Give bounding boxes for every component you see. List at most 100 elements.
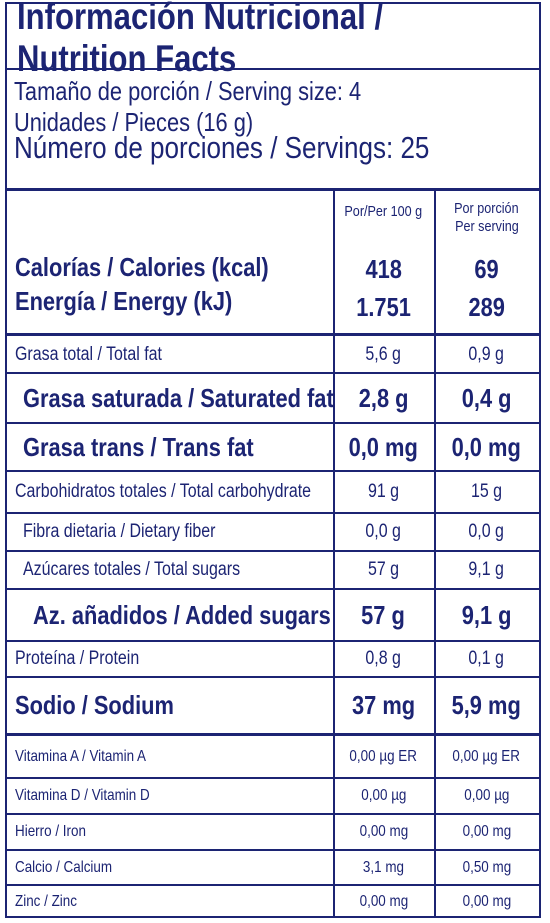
nutrient-value-text: 0,0 mg — [451, 431, 522, 462]
servings-text: Número de porciones / Servings: 25 — [14, 130, 430, 165]
nutrient-value-text: 5,6 g — [365, 343, 402, 365]
nutrient-label: Grasa saturada / Saturated fat — [23, 373, 393, 423]
nutrient-value-text: 9,1 g — [468, 559, 505, 580]
energy-value-text: 69 — [474, 253, 499, 284]
nutrient-label-text: Grasa trans / Trans fat — [23, 431, 254, 462]
nutrient-label-text: Proteína / Protein — [15, 648, 140, 669]
column-header: Por porción — [434, 199, 539, 217]
column-line — [333, 190, 335, 918]
nutrient-value-text: 57 g — [367, 559, 400, 580]
vitamin-value-text: 0,00 mg — [462, 892, 511, 910]
energy-label-text: Energía / Energy (kJ) — [15, 285, 233, 316]
title-text: Información Nutricional / Nutrition Fact… — [17, 0, 384, 79]
divider — [7, 813, 539, 815]
vitamin-label-text: Calcio / Calcium — [15, 858, 113, 876]
divider — [7, 640, 539, 642]
vitamin-value: 0,00 µg — [333, 778, 434, 814]
vitamin-value-text: 0,00 µg — [360, 787, 407, 804]
nutrient-value-text: 0,9 g — [468, 343, 505, 365]
nutrient-value: 15 g — [434, 471, 539, 513]
nutrient-label: Az. añadidos / Added sugars — [33, 589, 387, 641]
vitamin-label: Zinc / Zinc — [15, 885, 89, 918]
column-line — [434, 190, 436, 918]
nutrient-value: 91 g — [333, 471, 434, 513]
nutrient-label-text: Grasa total / Total fat — [15, 343, 162, 365]
vitamin-value: 0,50 mg — [434, 850, 539, 885]
nutrient-value-text: 0,1 g — [468, 648, 505, 669]
divider — [7, 733, 539, 736]
divider — [7, 512, 539, 514]
vitamin-value-text: 0,00 µg ER — [349, 748, 418, 765]
divider — [7, 188, 539, 191]
vitamin-value-text: 0,00 µg — [463, 787, 510, 804]
vitamin-value-text: 0,00 µg ER — [452, 748, 521, 765]
nutrient-value: 37 mg — [333, 677, 434, 733]
vitamin-value: 0,00 mg — [333, 885, 434, 918]
vitamin-value: 0,00 µg ER — [434, 736, 539, 778]
column-header-text: Per serving — [454, 217, 519, 235]
nutrient-value: 0,4 g — [434, 373, 539, 423]
nutrient-label-text: Azúcares totales / Total sugars — [23, 559, 241, 580]
vitamin-label-text: Hierro / Iron — [15, 823, 86, 840]
nutrient-label-text: Az. añadidos / Added sugars — [33, 599, 331, 630]
energy-value-text: 418 — [365, 253, 402, 284]
nutrient-value: 57 g — [333, 551, 434, 589]
divider — [7, 550, 539, 552]
nutrient-value: 0,0 mg — [434, 423, 539, 471]
nutrient-value: 0,8 g — [333, 641, 434, 677]
vitamin-value-text: 0,00 mg — [359, 892, 408, 910]
vitamin-value: 0,00 mg — [434, 885, 539, 918]
nutrient-label-text: Sodio / Sodium — [15, 689, 174, 720]
nutrient-value-text: 5,9 mg — [451, 689, 522, 720]
servings: Número de porciones / Servings: 25 — [14, 130, 509, 165]
serving-size: Tamaño de porción / Serving size: 4 Unid… — [14, 76, 539, 137]
energy-label-text: Calorías / Calories (kcal) — [15, 251, 269, 282]
nutrient-value-text: 0,4 g — [461, 382, 512, 413]
nutrient-value: 5,9 mg — [434, 677, 539, 733]
divider — [7, 849, 539, 851]
vitamin-value: 0,00 µg ER — [333, 736, 434, 778]
nutrient-value-text: 9,1 g — [461, 599, 512, 630]
serving-size-text: Tamaño de porción / Serving size: 4 Unid… — [14, 76, 362, 137]
nutrient-value: 0,0 mg — [333, 423, 434, 471]
column-header: Per serving — [434, 217, 539, 235]
divider — [7, 68, 539, 70]
vitamin-label: Vitamina A / Vitamin A — [15, 736, 171, 778]
nutrient-value: 9,1 g — [434, 589, 539, 641]
energy-value: 289 — [434, 292, 539, 322]
vitamin-value-text: 3,1 mg — [362, 858, 405, 876]
nutrient-value-text: 15 g — [470, 481, 503, 502]
nutrient-value: 2,8 g — [333, 373, 434, 423]
vitamin-value: 0,00 µg — [434, 778, 539, 814]
divider — [7, 470, 539, 472]
nutrient-label: Sodio / Sodium — [15, 677, 204, 733]
energy-value: 418 — [333, 254, 434, 284]
nutrient-value-text: 2,8 g — [358, 382, 409, 413]
nutrient-value: 0,0 g — [434, 513, 539, 551]
vitamin-label-text: Vitamina D / Vitamin D — [15, 787, 150, 804]
nutrient-value-text: 37 mg — [351, 689, 416, 720]
energy-label: Calorías / Calories (kcal) — [15, 252, 317, 282]
nutrient-label-text: Fibra dietaria / Dietary fiber — [23, 521, 216, 542]
nutrient-label: Grasa total / Total fat — [15, 336, 190, 373]
vitamin-label: Hierro / Iron — [15, 814, 99, 850]
nutrient-value: 0,0 g — [333, 513, 434, 551]
divider — [7, 588, 539, 590]
nutrient-label: Grasa trans / Trans fat — [23, 423, 298, 471]
divider — [7, 777, 539, 779]
vitamin-label: Vitamina D / Vitamin D — [15, 778, 175, 814]
column-header-text: Por/Per 100 g — [344, 202, 423, 220]
nutrient-value: 5,6 g — [333, 336, 434, 373]
divider — [7, 333, 539, 336]
divider — [7, 422, 539, 424]
energy-value: 69 — [434, 254, 539, 284]
nutrition-label: Información Nutricional / Nutrition Fact… — [5, 0, 541, 918]
vitamin-label-text: Zinc / Zinc — [15, 892, 77, 910]
nutrient-value-text: 0,0 mg — [348, 431, 419, 462]
divider — [7, 372, 539, 374]
vitamin-label: Calcio / Calcium — [15, 850, 131, 885]
nutrient-label-text: Grasa saturada / Saturated fat — [23, 382, 334, 413]
column-header: Por/Per 100 g — [333, 200, 434, 222]
energy-value: 1.751 — [333, 292, 434, 322]
nutrient-value-text: 0,0 g — [468, 521, 505, 542]
